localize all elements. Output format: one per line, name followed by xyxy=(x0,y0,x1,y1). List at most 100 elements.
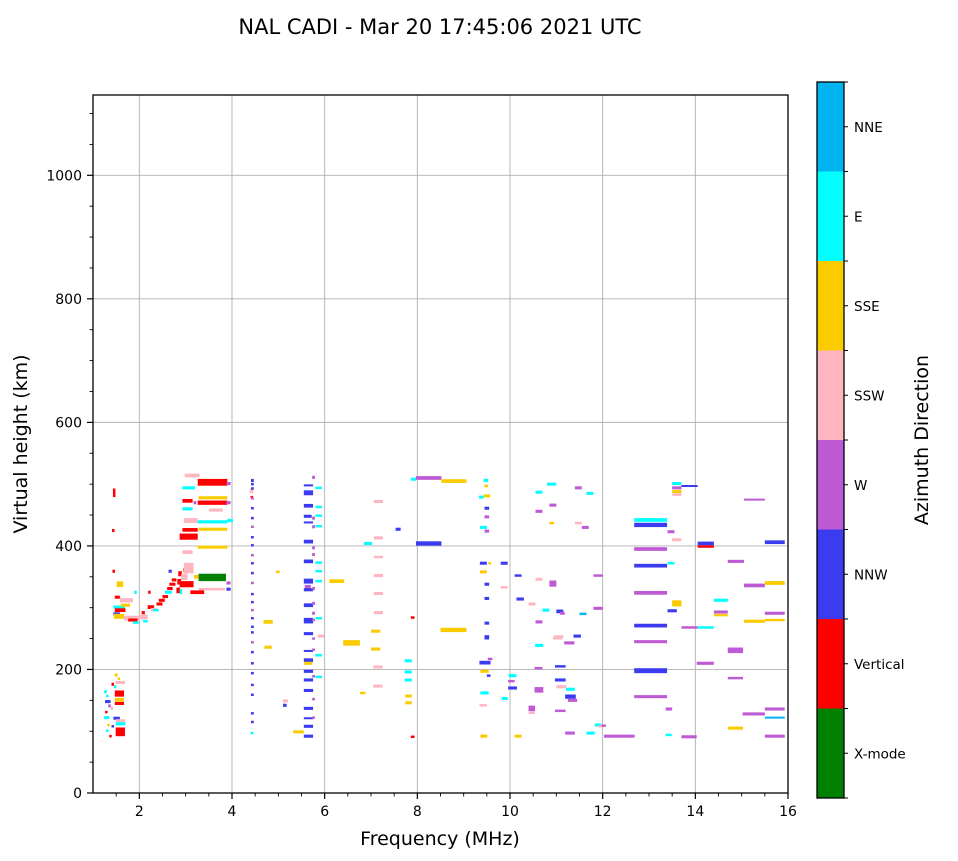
data-point xyxy=(727,559,744,563)
data-point xyxy=(315,675,322,679)
data-point xyxy=(312,516,315,520)
data-point xyxy=(574,521,582,525)
data-point xyxy=(501,696,508,701)
colorbar-label: SSE xyxy=(854,299,880,315)
data-point xyxy=(410,477,416,481)
data-point xyxy=(303,484,314,487)
data-point xyxy=(410,616,415,619)
data-point xyxy=(634,623,668,628)
data-point xyxy=(549,521,555,525)
data-point xyxy=(250,525,254,529)
data-point xyxy=(764,540,785,545)
data-point xyxy=(115,719,125,723)
data-point xyxy=(143,620,148,623)
data-point xyxy=(564,641,575,645)
data-point xyxy=(634,668,668,674)
data-point xyxy=(249,488,254,494)
data-point xyxy=(373,591,384,596)
data-point xyxy=(415,541,442,546)
data-point xyxy=(197,545,228,549)
data-point xyxy=(743,619,765,623)
data-point xyxy=(197,520,228,524)
data-point xyxy=(179,533,198,540)
data-point xyxy=(554,709,566,713)
data-point xyxy=(167,586,173,591)
data-point xyxy=(554,678,566,682)
data-point xyxy=(303,717,314,720)
colorbar-segment-nnw xyxy=(817,529,844,620)
data-point xyxy=(105,694,109,698)
data-point xyxy=(169,582,176,586)
data-point xyxy=(153,608,159,612)
data-point xyxy=(373,611,384,615)
data-point xyxy=(190,590,205,595)
data-point xyxy=(117,677,121,680)
data-point xyxy=(226,581,231,585)
x-tick-label: 16 xyxy=(779,804,797,820)
data-point xyxy=(514,574,522,577)
data-point xyxy=(250,561,254,565)
data-point xyxy=(573,634,581,638)
data-point xyxy=(315,570,322,573)
data-point xyxy=(178,571,182,577)
data-point xyxy=(303,603,314,608)
data-point xyxy=(177,578,182,585)
data-point xyxy=(226,481,231,486)
data-point xyxy=(164,590,172,594)
data-point xyxy=(681,485,698,488)
data-point xyxy=(250,516,254,520)
data-point xyxy=(312,475,315,479)
data-point xyxy=(303,617,314,624)
data-point xyxy=(574,486,582,490)
data-point xyxy=(197,500,228,505)
data-point xyxy=(250,544,254,547)
data-point xyxy=(194,574,199,579)
data-point xyxy=(484,484,489,488)
data-point xyxy=(554,665,566,668)
data-point xyxy=(566,687,575,691)
data-point xyxy=(114,697,125,702)
data-point xyxy=(404,678,412,682)
data-point xyxy=(315,486,322,490)
data-point xyxy=(303,514,312,518)
data-point xyxy=(227,519,233,523)
x-tick-label: 4 xyxy=(228,804,237,820)
data-point xyxy=(500,561,508,565)
x-tick-label: 12 xyxy=(594,804,612,820)
y-tick-label: 200 xyxy=(55,662,82,678)
data-point xyxy=(115,680,125,684)
data-point xyxy=(179,581,194,588)
data-point xyxy=(665,733,672,737)
data-point xyxy=(114,595,120,599)
data-point xyxy=(410,735,415,739)
data-point xyxy=(250,536,254,539)
data-point xyxy=(565,731,575,735)
data-point xyxy=(713,613,728,617)
data-point xyxy=(371,647,381,651)
data-point xyxy=(312,675,315,678)
data-point xyxy=(556,609,564,614)
data-point xyxy=(672,538,682,542)
data-point xyxy=(516,597,524,601)
data-point xyxy=(672,486,682,490)
data-point xyxy=(315,579,322,583)
data-point xyxy=(553,636,563,640)
data-point xyxy=(303,649,314,652)
data-point xyxy=(198,496,228,500)
data-point xyxy=(697,541,714,546)
colorbar-segment-nne xyxy=(817,82,844,172)
data-point xyxy=(742,712,765,716)
data-point xyxy=(534,687,544,693)
data-point xyxy=(634,518,668,522)
data-point xyxy=(304,584,311,589)
data-point xyxy=(250,625,254,629)
data-point xyxy=(593,606,603,610)
x-tick-label: 10 xyxy=(501,804,519,820)
data-point xyxy=(486,674,491,677)
data-point xyxy=(293,730,304,734)
data-point xyxy=(312,525,315,529)
data-point xyxy=(304,661,313,665)
data-point xyxy=(317,634,325,638)
data-point xyxy=(634,695,668,699)
data-point xyxy=(535,577,543,581)
